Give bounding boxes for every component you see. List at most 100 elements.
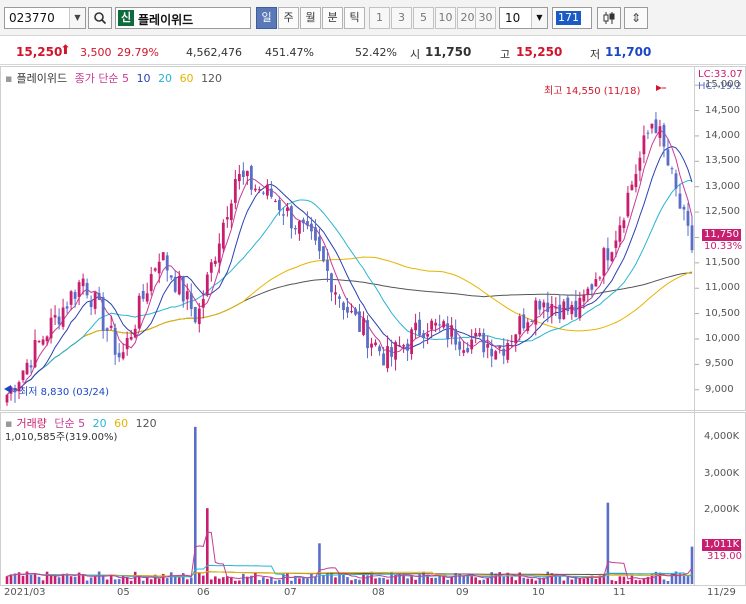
- candle-type-button[interactable]: [597, 7, 621, 29]
- volume-bar: [101, 574, 105, 584]
- minute-30-button[interactable]: 30: [475, 7, 496, 29]
- volume-bar: [434, 577, 437, 584]
- price-legend: ▪ 플레이위드 종가 단순 5 10 20 60 120: [5, 70, 226, 86]
- volume-bar: [654, 571, 658, 584]
- minute-20-button[interactable]: 20: [457, 7, 478, 29]
- volume-bar: [386, 579, 389, 584]
- volume-text: 1,010,585주(319.00%): [5, 432, 118, 443]
- volume-bar: [113, 579, 117, 584]
- range-input[interactable]: 171: [552, 7, 592, 29]
- ma60-line: [6, 256, 693, 396]
- volume-bar: [41, 580, 45, 584]
- high-marker-arrow-icon: [656, 85, 662, 91]
- volume-bar: [5, 576, 9, 584]
- volume-bar: [502, 576, 506, 584]
- volume-bar: [53, 574, 57, 584]
- stock-name-box[interactable]: 신 플레이위드: [115, 7, 251, 29]
- candle-body: [53, 315, 57, 318]
- price-axis-label: 11,500: [705, 256, 740, 268]
- candle-body: [25, 362, 29, 375]
- candle-body: [434, 322, 438, 326]
- candle-body: [606, 248, 610, 261]
- date-label-06: 06: [197, 587, 210, 598]
- minute-5-button[interactable]: 5: [413, 7, 434, 29]
- volume-bar: [662, 579, 666, 584]
- volume-bar: [650, 574, 654, 584]
- candle-body: [177, 276, 181, 295]
- current-volume-tag: 1,011K: [702, 539, 742, 551]
- volume-bar: [89, 577, 93, 584]
- vol-ma120-legend: 120: [135, 417, 157, 430]
- volume-bar: [214, 576, 217, 584]
- volume-bar: [286, 572, 289, 584]
- candle-body: [658, 126, 662, 138]
- volume-bar: [201, 575, 205, 584]
- volume-bar: [13, 573, 17, 584]
- ratio: 52.42%: [355, 46, 397, 59]
- volume-bar: [606, 502, 610, 584]
- candlesticks: [5, 112, 694, 406]
- volume-bar: [330, 571, 333, 584]
- grid-lines: [695, 84, 699, 391]
- volume-bar: [342, 573, 345, 584]
- candle-body: [370, 343, 373, 348]
- change-rate: 29.79%: [117, 46, 159, 59]
- volume-bar: [542, 577, 546, 584]
- candle-body: [634, 174, 638, 188]
- volume-bar: [226, 576, 229, 584]
- period-day-tab[interactable]: 일: [256, 7, 277, 29]
- price-axis-label: 10,000: [705, 333, 740, 344]
- volume-bar: [670, 572, 674, 584]
- stock-code-input[interactable]: 023770 ▼: [4, 7, 86, 29]
- candle-body: [298, 221, 301, 234]
- volume-bar: [510, 576, 514, 584]
- volume-bar: [298, 578, 301, 584]
- candle-body: [141, 290, 145, 299]
- volume-bar: [642, 578, 646, 584]
- price-panel-frame: [0, 66, 746, 411]
- candle-body: [586, 288, 590, 295]
- volume-bar: [161, 573, 165, 584]
- candle-body: [326, 259, 329, 271]
- period-week-tab[interactable]: 주: [278, 7, 299, 29]
- volume-bar: [494, 573, 498, 584]
- candle-body: [306, 221, 309, 226]
- chevron-down-icon[interactable]: ▼: [531, 8, 547, 28]
- volume-bar: [238, 580, 241, 584]
- minute-10-button[interactable]: 10: [435, 7, 456, 29]
- candle-body: [189, 293, 193, 310]
- candle-body: [654, 119, 658, 133]
- date-label-2021-03: 2021/03: [4, 587, 46, 598]
- low-price: 11,700: [605, 45, 652, 59]
- vertical-expand-button[interactable]: ⇕: [624, 7, 648, 29]
- count-select[interactable]: 10 ▼: [499, 7, 548, 29]
- candle-body: [5, 394, 9, 403]
- volume-bar: [430, 577, 433, 584]
- volume-bar: [181, 573, 185, 584]
- candle-body: [678, 193, 682, 209]
- volume-bar: [418, 574, 421, 584]
- candle-body: [398, 345, 401, 347]
- chevron-down-icon[interactable]: ▼: [69, 8, 85, 28]
- volume-bar: [109, 574, 113, 584]
- volume-bar: [282, 574, 285, 584]
- candle-body: [414, 322, 417, 331]
- minute-1-button[interactable]: 1: [369, 7, 390, 29]
- volume-bar: [65, 573, 69, 584]
- volume-bar: [105, 579, 109, 584]
- candle-body: [197, 308, 201, 325]
- candle-body: [157, 261, 161, 274]
- candle-body: [314, 227, 317, 241]
- search-button[interactable]: [88, 7, 112, 29]
- volume-bar: [374, 578, 377, 584]
- candle-body: [201, 298, 205, 308]
- period-tick-tab[interactable]: 틱: [344, 7, 365, 29]
- price-axis-label: 14,500: [705, 104, 740, 116]
- period-month-tab[interactable]: 월: [300, 7, 321, 29]
- period-minute-tab[interactable]: 분: [322, 7, 343, 29]
- candle-body: [550, 303, 554, 316]
- candle-body: [302, 219, 305, 224]
- minute-3-button[interactable]: 3: [391, 7, 412, 29]
- candle-body: [602, 248, 606, 276]
